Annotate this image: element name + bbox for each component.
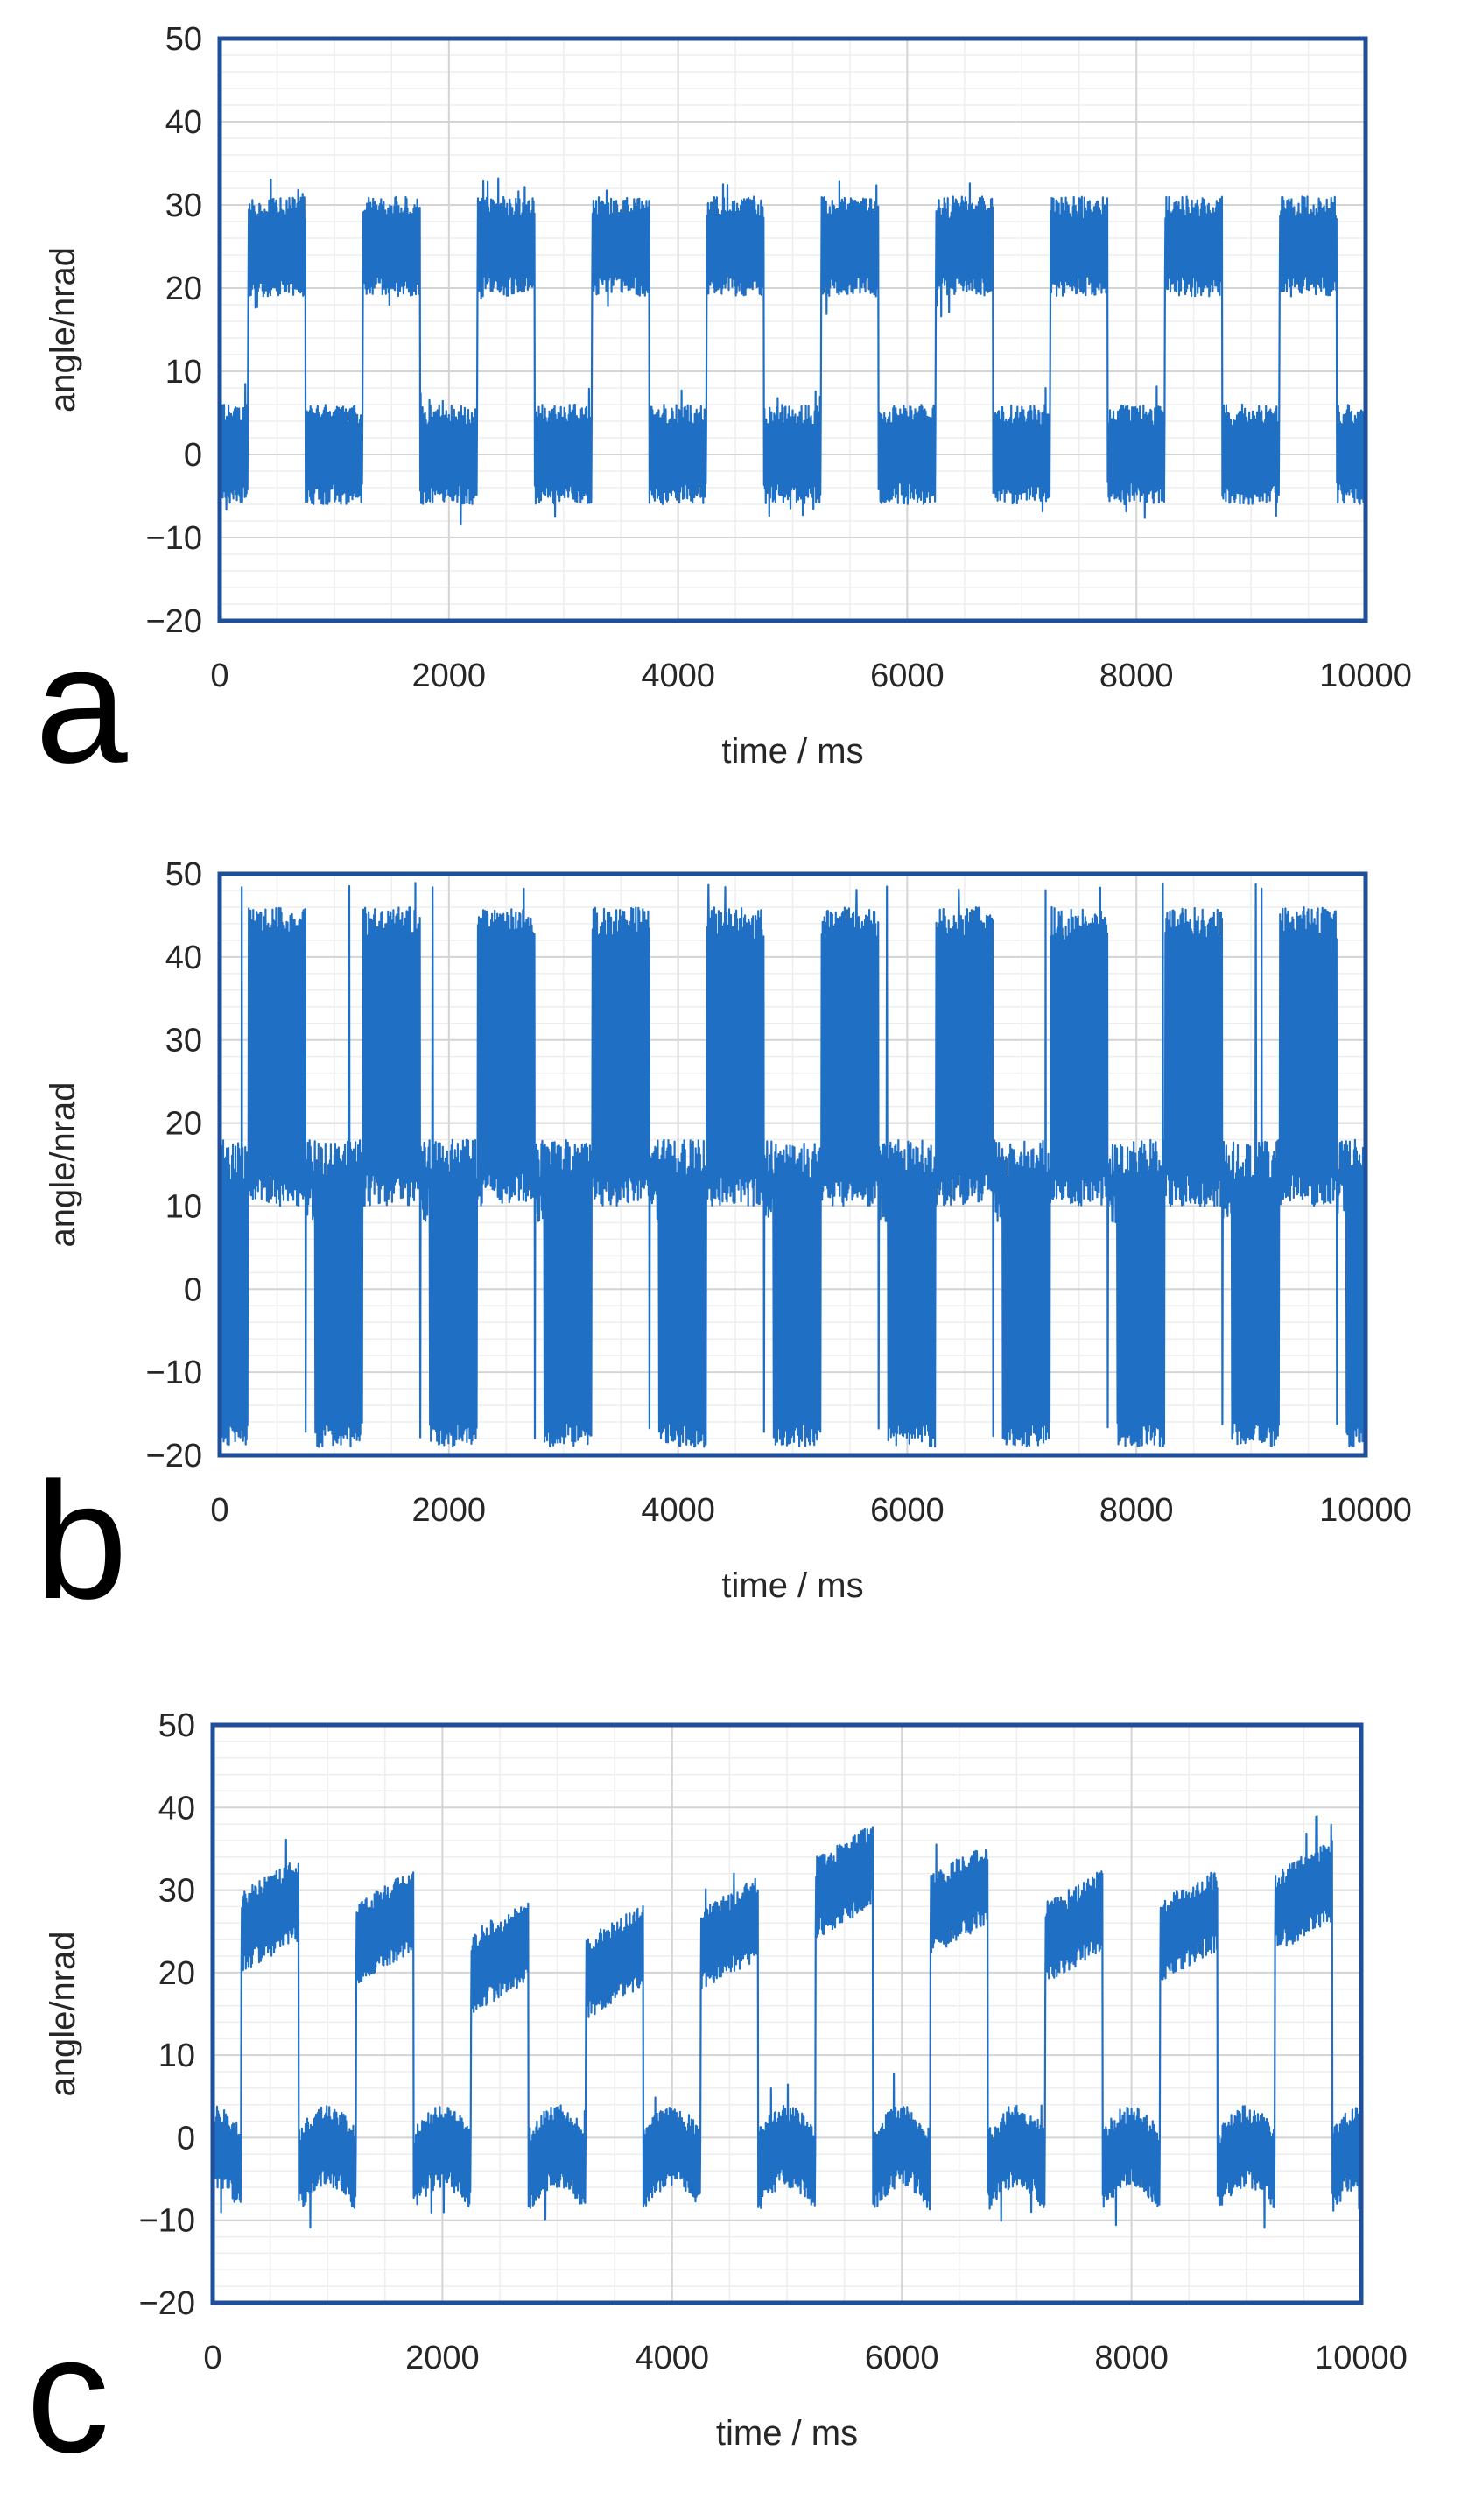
y-tick-label: −10: [146, 520, 202, 557]
panel-letter-a: a: [35, 612, 128, 798]
y-tick-label: 0: [184, 1271, 202, 1308]
series-line-angle: [218, 882, 1367, 1448]
x-tick-label: 4000: [641, 1492, 715, 1529]
x-tick-label: 10000: [1315, 2340, 1408, 2376]
y-tick-label: 30: [165, 1023, 202, 1059]
y-tick-label: 50: [158, 1707, 195, 1744]
y-tick-label: 10: [158, 2038, 195, 2074]
y-tick-label: 40: [158, 1790, 195, 1827]
panel-letter-c: c: [26, 2302, 109, 2488]
y-tick-label: 0: [184, 437, 202, 474]
x-axis-label: time / ms: [721, 732, 863, 771]
y-tick-label: 10: [165, 354, 202, 391]
panel-letter-b: b: [35, 1448, 128, 1634]
y-axis-label: angle/nrad: [44, 1931, 82, 2096]
plot-frame: [210, 1722, 1364, 2305]
y-tick-label: 20: [165, 271, 202, 307]
series-line-angle: [211, 1815, 1363, 2229]
y-tick-label: 50: [165, 21, 202, 58]
x-tick-label: 6000: [865, 2340, 939, 2376]
y-tick-label: 50: [165, 856, 202, 893]
x-tick-label: 6000: [870, 1492, 945, 1529]
plot-frame: [217, 36, 1368, 623]
y-tick-label: −20: [139, 2285, 195, 2322]
x-tick-label: 8000: [1099, 1492, 1174, 1529]
y-tick-label: 20: [158, 1955, 195, 1992]
chart-panel-b: −20 −10 0 10 20 30 40 50 0 2000 4000 6000 8000 10000…: [35, 856, 1412, 1634]
y-axis-label: angle/nrad: [44, 247, 82, 412]
y-tick-label: 30: [158, 1873, 195, 1910]
x-tick-label: 8000: [1099, 658, 1174, 694]
x-tick-label: 0: [210, 658, 228, 694]
x-tick-label: 4000: [641, 658, 715, 694]
x-tick-label: 8000: [1094, 2340, 1169, 2376]
y-tick-label: −20: [146, 603, 202, 640]
x-tick-label: 0: [210, 1492, 228, 1529]
chart-panel-a: −20 −10 0 10 20 30 40 50 0 2000 4000 6000 8000 10000…: [35, 21, 1412, 798]
x-tick-label: 6000: [870, 658, 945, 694]
y-tick-label: 40: [165, 940, 202, 976]
y-tick-label: 40: [165, 104, 202, 141]
y-axis-label: angle/nrad: [44, 1081, 82, 1247]
x-tick-label: 2000: [412, 658, 487, 694]
y-tick-label: −20: [146, 1438, 202, 1475]
series-line-angle: [218, 177, 1367, 526]
x-tick-label: 10000: [1319, 1492, 1412, 1529]
y-tick-label: 20: [165, 1106, 202, 1143]
x-tick-label: 2000: [412, 1492, 487, 1529]
x-axis-label: time / ms: [721, 1566, 863, 1605]
y-tick-label: 30: [165, 187, 202, 224]
x-tick-label: 2000: [405, 2340, 480, 2376]
x-tick-label: 10000: [1319, 658, 1412, 694]
y-tick-label: 0: [177, 2120, 195, 2157]
y-tick-label: −10: [139, 2203, 195, 2240]
x-tick-label: 4000: [636, 2340, 710, 2376]
y-tick-label: 10: [165, 1188, 202, 1225]
chart-panel-c: −20 −10 0 10 20 30 40 50 0 2000 4000 6000 8000 10000…: [26, 1707, 1408, 2488]
plot-frame: [217, 871, 1368, 1458]
y-tick-label: −10: [146, 1355, 202, 1391]
x-tick-label: 0: [203, 2340, 221, 2376]
x-axis-label: time / ms: [716, 2414, 858, 2453]
